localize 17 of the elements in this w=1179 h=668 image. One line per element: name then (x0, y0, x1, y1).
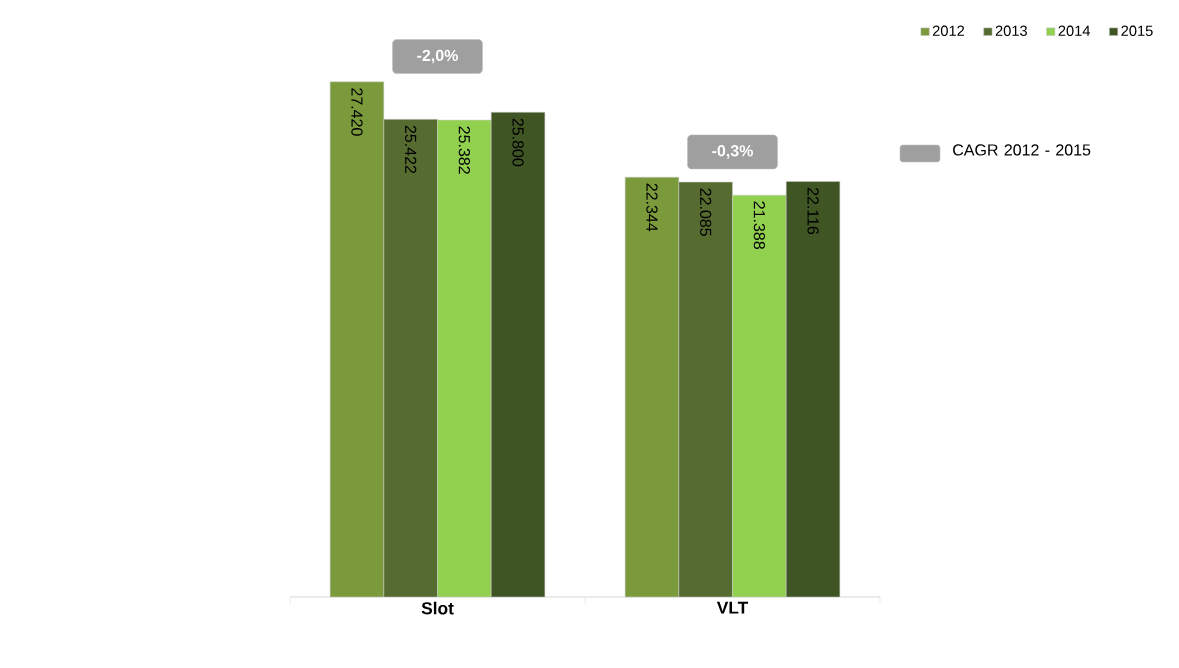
legend-label: 2015 (1121, 25, 1153, 36)
legend-label: 2012 (932, 25, 965, 36)
data-label: 25.382 (458, 126, 471, 174)
legend-label: 2013 (995, 25, 1027, 36)
text: CAGR 2012 - 2015 (953, 144, 1091, 156)
annotation: -0,3% (712, 145, 753, 159)
data-label: 22.344 (646, 183, 658, 232)
data-label: 22.116 (807, 187, 819, 235)
legend-label: 2014 (1058, 25, 1091, 36)
x-tick-label: Slot (421, 601, 454, 615)
data-label: 25.422 (405, 125, 417, 174)
data-label: 22.085 (700, 188, 712, 236)
x-tick-label: VLT (716, 601, 749, 614)
data-label: 21.388 (753, 201, 766, 249)
data-label: 25.800 (512, 118, 524, 167)
text: -2,0% (417, 49, 458, 64)
data-label: 27.420 (351, 88, 363, 136)
